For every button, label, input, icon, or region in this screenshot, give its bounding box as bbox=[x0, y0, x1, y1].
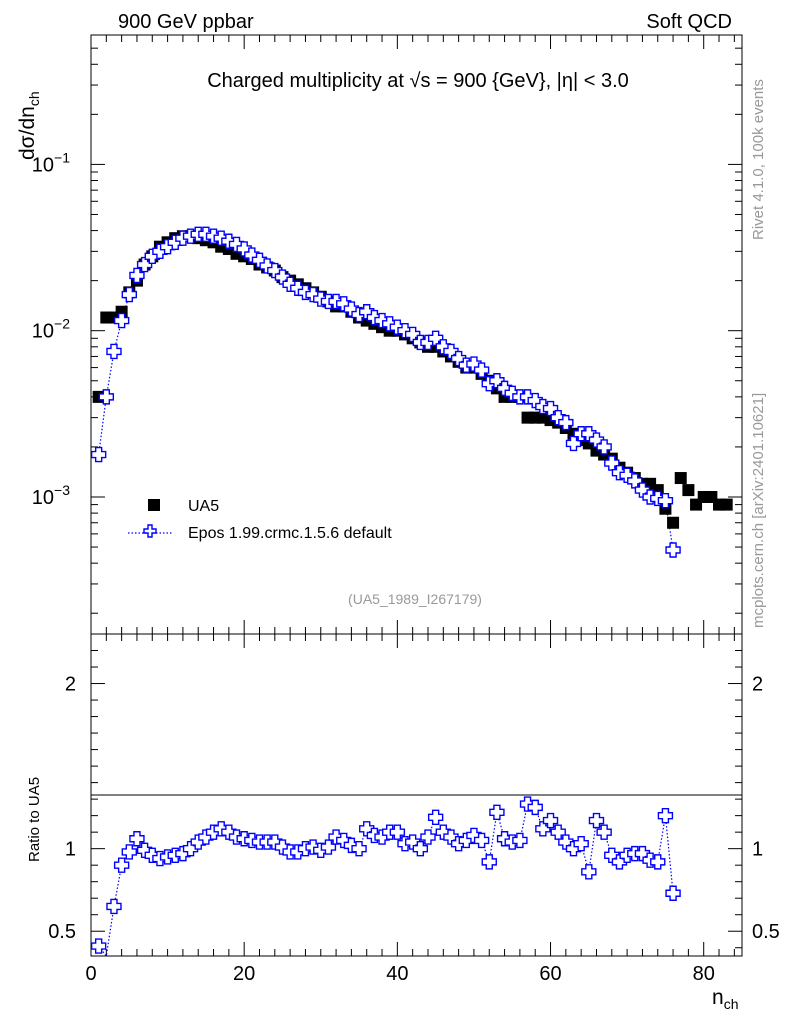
y-tick-label: 2 bbox=[752, 674, 763, 696]
ratio-data bbox=[90, 796, 681, 958]
epos-point bbox=[665, 542, 681, 558]
x-tick-label: 0 bbox=[85, 963, 96, 985]
y-tick-label: 1 bbox=[752, 839, 763, 861]
x-tick-label: 20 bbox=[233, 963, 255, 985]
legend-marker-epos bbox=[143, 524, 157, 538]
epos-point bbox=[136, 256, 153, 273]
ratio-point bbox=[389, 824, 406, 840]
ratio-point bbox=[121, 844, 137, 860]
legend-label-ua5: UA5 bbox=[188, 498, 219, 515]
epos-point bbox=[90, 446, 107, 463]
ratio-axis-ticks: 0 20 40 60 80 0.5 0.5 1 1 2 2 bbox=[48, 633, 780, 985]
main-data bbox=[90, 226, 733, 558]
main-panel: 10−310−210−1 Charged multiplicity at √s … bbox=[16, 34, 743, 635]
epos-point bbox=[121, 286, 137, 303]
ratio-point bbox=[588, 812, 605, 829]
ratio-point bbox=[650, 854, 666, 870]
ratio-point bbox=[412, 840, 429, 857]
ratio-panel: 0 20 40 60 80 0.5 0.5 1 1 2 2 Ratio to UA5 nch bbox=[26, 633, 780, 1012]
analysis-watermark: (UA5_1989_I267179) bbox=[348, 591, 482, 607]
ratio-point bbox=[527, 799, 543, 816]
y-tick-label: 1 bbox=[65, 839, 76, 861]
header-left: 900 GeV ppbar bbox=[118, 11, 254, 33]
x-axis-label: nch bbox=[712, 986, 738, 1012]
main-ylabel: dσ/dnch bbox=[16, 91, 42, 160]
epos-point bbox=[473, 362, 490, 378]
ratio-point bbox=[581, 864, 597, 880]
ratio-line bbox=[98, 803, 674, 958]
ratio-point bbox=[657, 807, 674, 824]
epos-point bbox=[113, 312, 130, 329]
ratio-point bbox=[351, 840, 367, 857]
legend-marker-ua5 bbox=[148, 499, 160, 511]
ratio-point bbox=[512, 832, 528, 849]
ratio-point bbox=[535, 821, 551, 837]
ua5-point bbox=[667, 516, 680, 529]
ratio-point bbox=[573, 836, 589, 852]
ratio-point bbox=[665, 885, 681, 901]
ratio-point bbox=[473, 832, 490, 849]
ua5-point bbox=[674, 472, 687, 485]
epos-point bbox=[106, 343, 122, 360]
ratio-point bbox=[129, 831, 145, 847]
epos-point bbox=[657, 492, 674, 509]
y-tick-label: 10−2 bbox=[32, 316, 70, 343]
epos-point bbox=[596, 439, 612, 455]
ratio-point bbox=[113, 857, 130, 873]
ratio-point bbox=[427, 809, 444, 825]
main-title: Charged multiplicity at √s = 900 {GeV}, … bbox=[207, 70, 629, 92]
epos-point bbox=[565, 435, 582, 452]
epos-point bbox=[558, 414, 574, 431]
legend-label-epos: Epos 1.99.crmc.1.5.6 default bbox=[188, 525, 392, 542]
legend: UA5 Epos 1.99.crmc.1.5.6 default bbox=[128, 498, 392, 542]
ratio-point bbox=[542, 812, 559, 829]
ratio-point bbox=[106, 898, 122, 915]
x-tick-label: 80 bbox=[693, 963, 715, 985]
ratio-point bbox=[420, 829, 436, 845]
x-tick-label: 60 bbox=[539, 963, 561, 985]
x-tick-label: 40 bbox=[386, 963, 408, 985]
ratio-point bbox=[90, 938, 107, 954]
y-tick-label: 0.5 bbox=[752, 921, 780, 943]
epos-line bbox=[98, 233, 674, 551]
header-right: Soft QCD bbox=[646, 11, 732, 33]
ratio-point bbox=[320, 839, 337, 855]
ratio-ylabel: Ratio to UA5 bbox=[26, 777, 43, 862]
y-tick-label: 0.5 bbox=[48, 921, 76, 943]
y-tick-label: 2 bbox=[65, 674, 76, 696]
ua5-point bbox=[720, 498, 733, 511]
ua5-point bbox=[682, 484, 695, 497]
ratio-point bbox=[596, 824, 612, 840]
rivet-label: Rivet 4.1.0, 100k events bbox=[750, 79, 767, 240]
ratio-point bbox=[489, 804, 505, 821]
epos-point bbox=[129, 267, 145, 284]
epos-point bbox=[98, 389, 115, 405]
y-tick-label: 10−3 bbox=[32, 482, 70, 509]
ratio-point bbox=[481, 854, 497, 870]
mcplots-label: mcplots.cern.ch [arXiv:2401.10621] bbox=[750, 393, 767, 628]
